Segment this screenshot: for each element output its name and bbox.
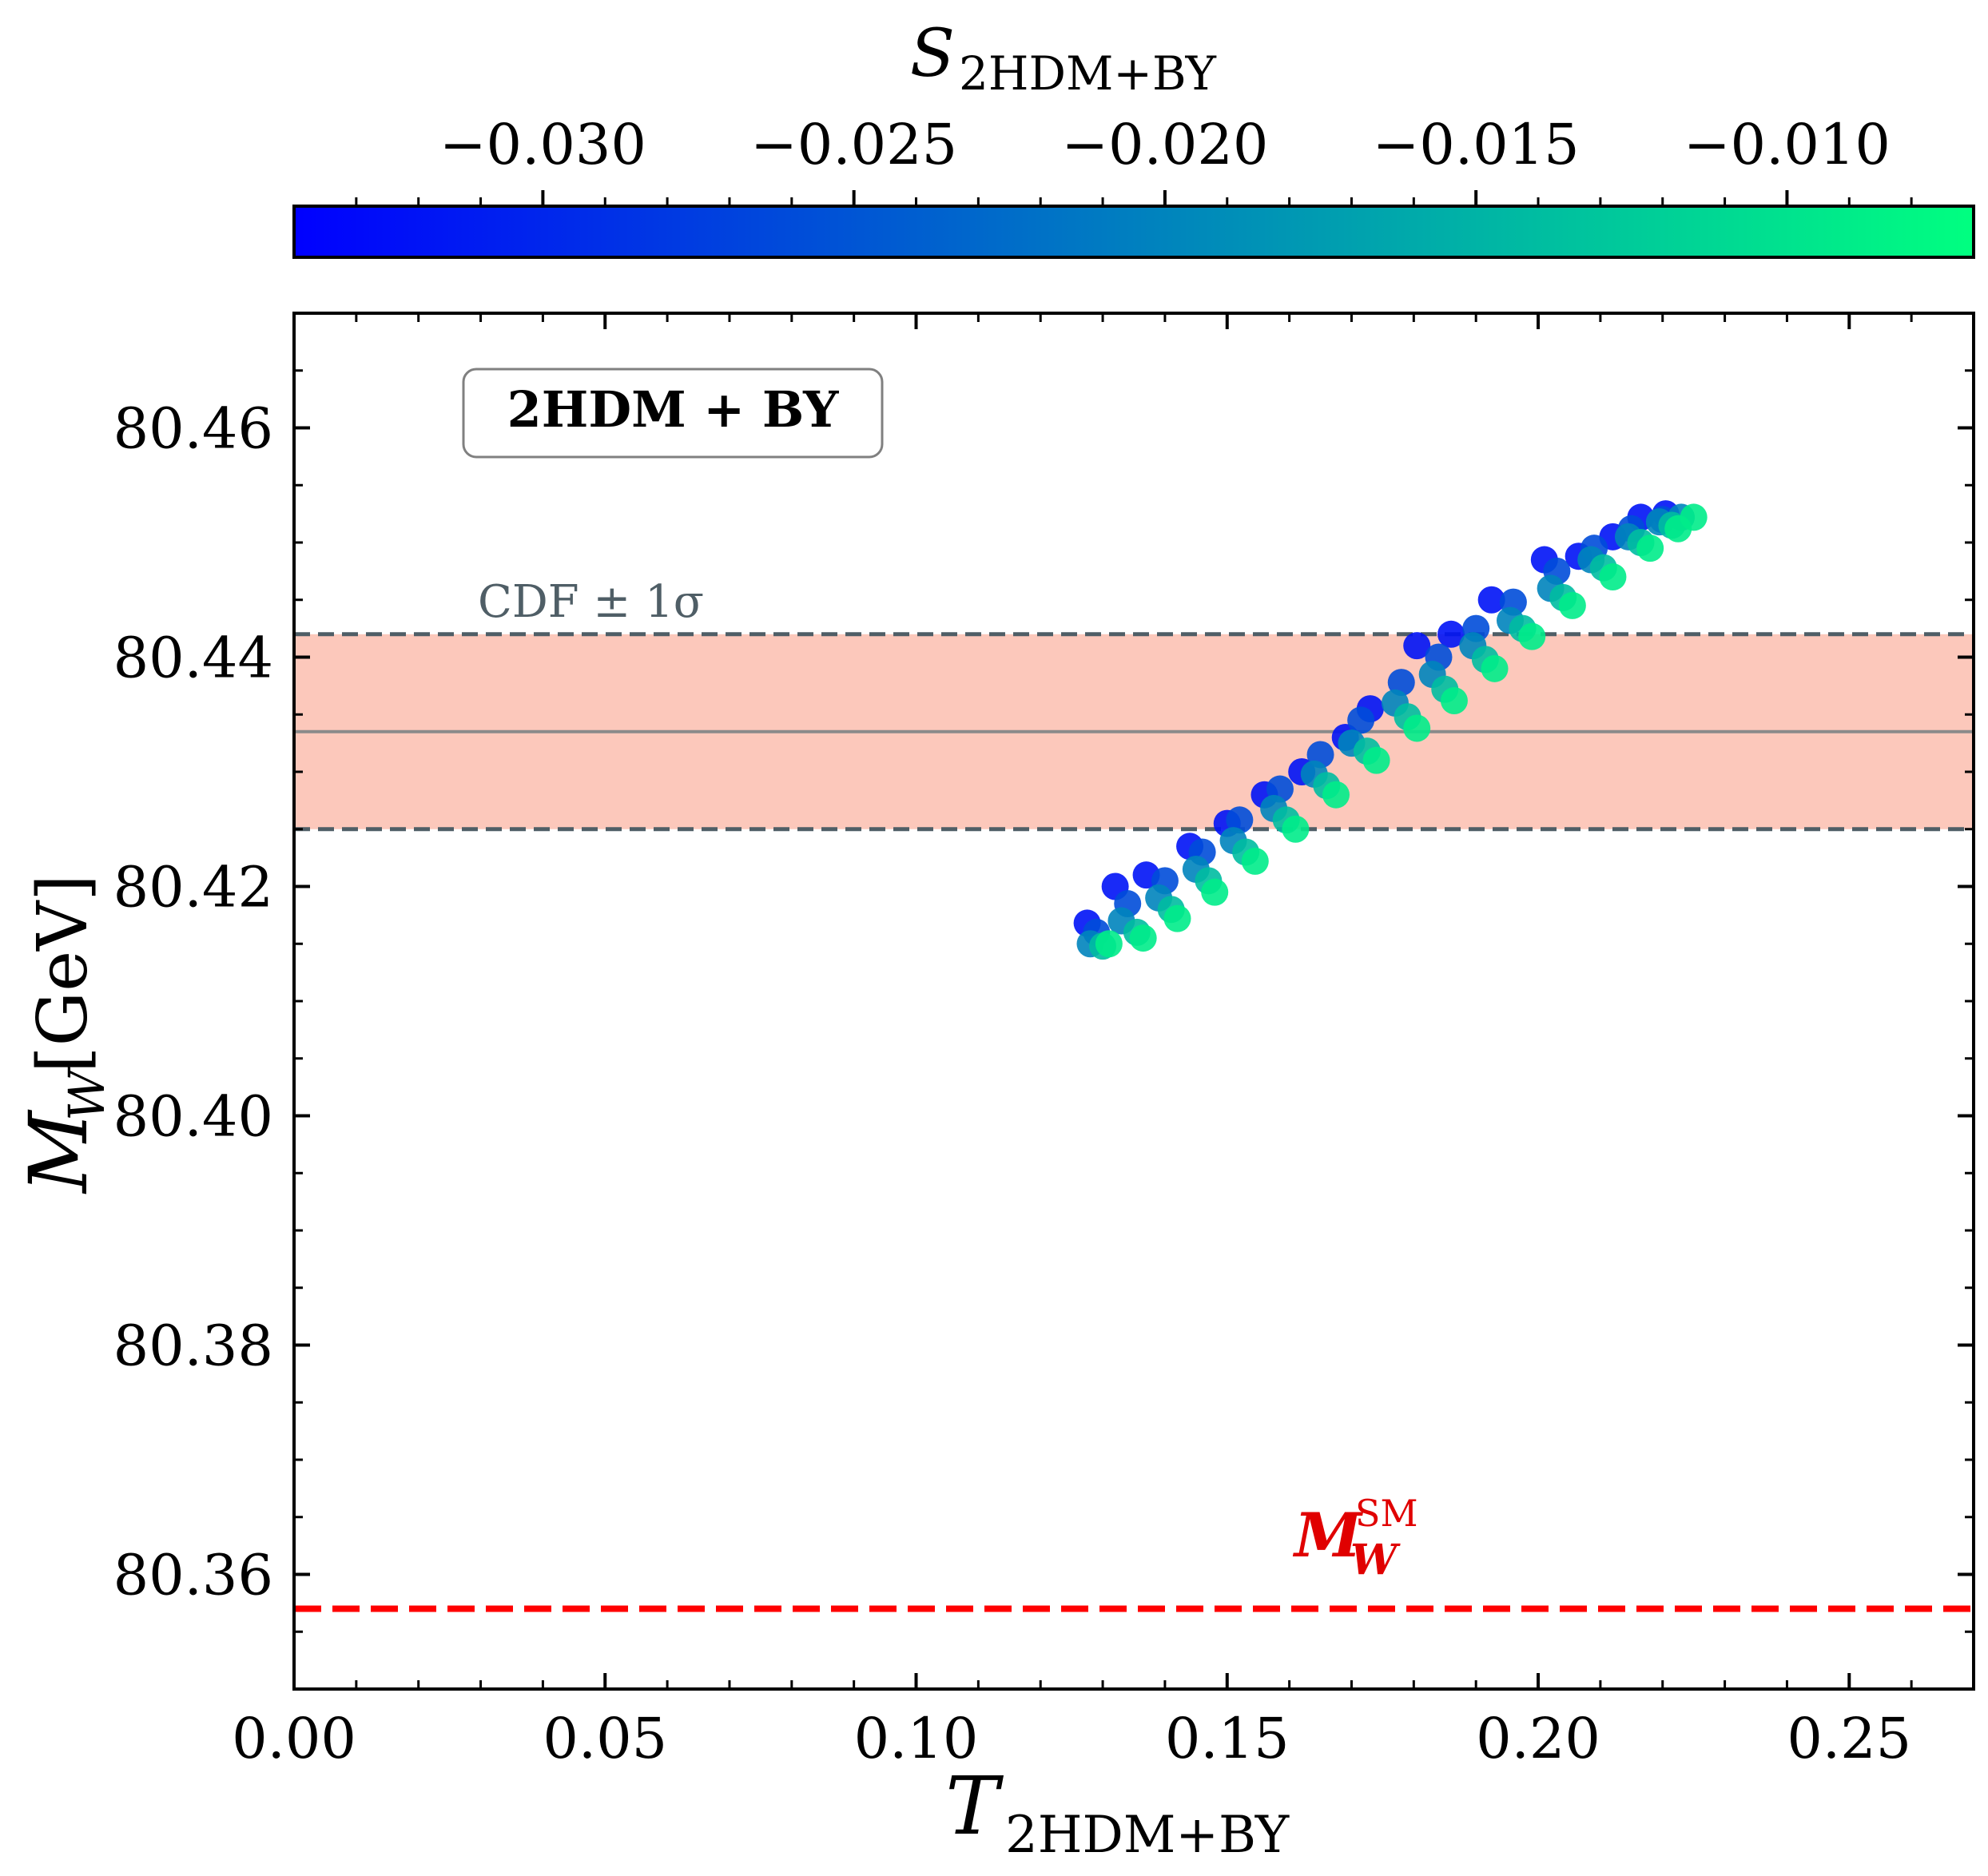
y-axis-label-sub: W <box>58 1067 116 1121</box>
cdf-label: CDF ± 1σ <box>478 576 704 628</box>
x-tick-label: 0.20 <box>1476 1706 1600 1771</box>
scatter-point <box>1518 622 1546 650</box>
x-axis-label: T 2HDM+BY <box>945 1759 1290 1865</box>
y-tick-label: 80.40 <box>113 1084 273 1150</box>
model-label-box: 2HDM + BY <box>462 368 884 459</box>
scatter-point <box>1636 535 1664 562</box>
colorbar-gradient <box>292 205 1975 259</box>
colorbar-tick-label: −0.015 <box>1373 112 1580 177</box>
scatter-point <box>1163 904 1191 932</box>
scatter-points <box>1073 500 1708 960</box>
colorbar-label-sub: 2HDM+BY <box>959 46 1217 101</box>
y-tick-label: 80.42 <box>113 855 273 920</box>
colorbar-tick-label: −0.025 <box>750 112 957 177</box>
colorbar-tick-label: −0.030 <box>439 112 646 177</box>
scatter-point <box>1282 815 1310 843</box>
axes-ticks: 0.00 0.05 0.10 0.15 0.20 0.25 80.36 80.38 80.40 8… <box>113 312 1975 1771</box>
y-tick-label: 80.36 <box>113 1543 273 1608</box>
scatter-point <box>1440 687 1468 715</box>
y-axis-label-main: M <box>12 1109 105 1194</box>
scatter-point <box>1241 847 1269 875</box>
scatter-point <box>1095 930 1123 958</box>
scatter-point <box>1437 620 1465 648</box>
x-tick-label: 0.05 <box>543 1706 667 1771</box>
scatter-point <box>1680 503 1708 531</box>
scatter-point <box>1558 591 1586 619</box>
x-tick-label: 0.15 <box>1165 1706 1290 1771</box>
scatter-point <box>1226 806 1254 834</box>
sm-label-main: M <box>1292 1500 1363 1571</box>
axes-frame <box>292 312 1975 1691</box>
y-tick-label: 80.38 <box>113 1314 273 1379</box>
scatter-point <box>1347 706 1375 734</box>
scatter-point <box>1599 563 1627 591</box>
colorbar-tick-label: −0.020 <box>1061 112 1268 177</box>
scatter-point <box>1387 669 1415 697</box>
scatter-point <box>1322 781 1350 809</box>
colorbar-tick-label: −0.010 <box>1684 112 1891 177</box>
x-axis-label-main: T <box>945 1759 1004 1853</box>
y-axis-label-unit: [GeV] <box>23 874 103 1073</box>
x-tick-label: 0.10 <box>854 1706 979 1771</box>
scatter-point <box>1403 714 1431 742</box>
sm-mw-label: M W SM <box>1292 1492 1418 1584</box>
scatter-point <box>1481 654 1509 682</box>
colorbar-ticks: −0.030 −0.025 −0.020 −0.015 −0.010 <box>355 112 1913 206</box>
model-label: 2HDM + BY <box>507 380 840 439</box>
plot-area: CDF ± 1σ M W SM 2HDM + BY <box>294 368 1974 1612</box>
sm-label-sup: SM <box>1355 1492 1418 1535</box>
scatter-point <box>1201 878 1229 906</box>
x-tick-label: 0.00 <box>232 1706 356 1771</box>
scatter-point <box>1477 586 1505 614</box>
y-tick-label: 80.46 <box>113 396 273 462</box>
scatter-point <box>1403 632 1431 660</box>
x-tick-label: 0.25 <box>1787 1706 1911 1771</box>
sm-label-sub: W <box>1350 1536 1401 1584</box>
colorbar: S 2HDM+BY −0.030 −0.025 −0.020 −0.015 −0.010 <box>292 16 1975 259</box>
y-axis-label: M W [GeV] <box>12 874 116 1194</box>
scatter-point <box>1129 924 1157 952</box>
colorbar-label: S <box>910 16 955 92</box>
y-tick-label: 80.44 <box>113 626 273 691</box>
scatter-point <box>1362 746 1390 774</box>
x-axis-label-sub: 2HDM+BY <box>1005 1806 1290 1865</box>
